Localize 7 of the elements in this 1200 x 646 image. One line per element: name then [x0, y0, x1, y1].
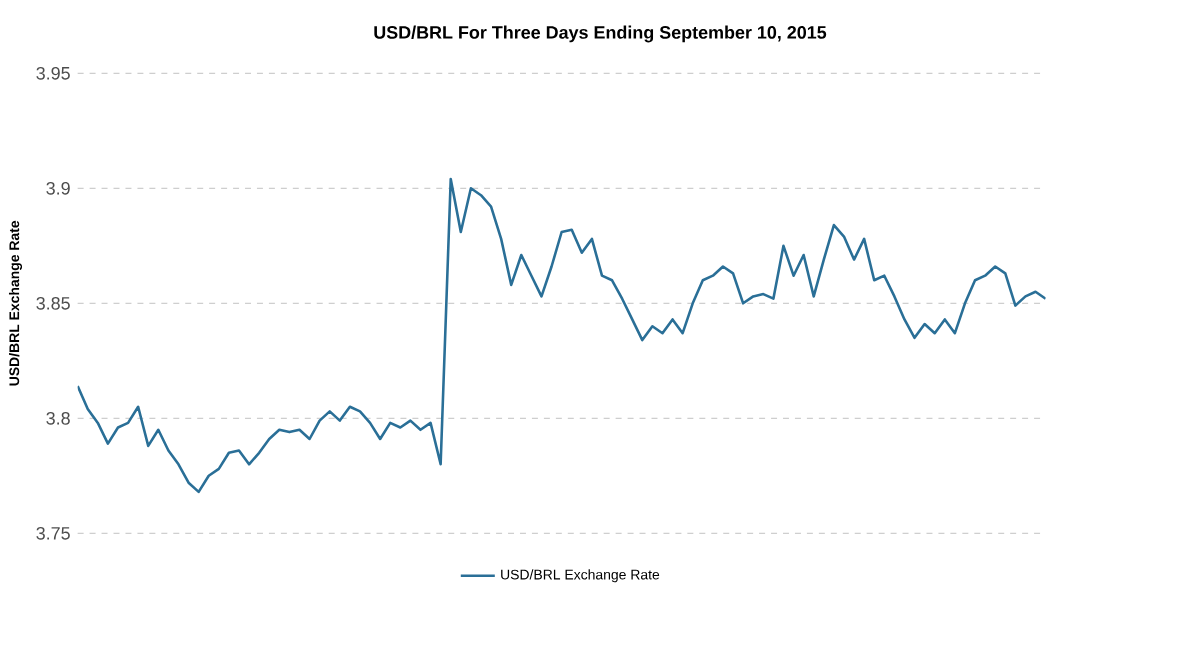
y-tick-label: 3.75: [36, 526, 70, 540]
line-series: [77, 177, 1046, 494]
chart-title: USD/BRL For Three Days Ending September 10, 2015: [374, 25, 827, 43]
y-tick-label: 3.8: [46, 411, 70, 425]
y-tick-label: 3.9: [46, 181, 70, 195]
y-tick-label: 3.85: [36, 296, 70, 310]
y-tick-label: 3.95: [36, 66, 70, 80]
